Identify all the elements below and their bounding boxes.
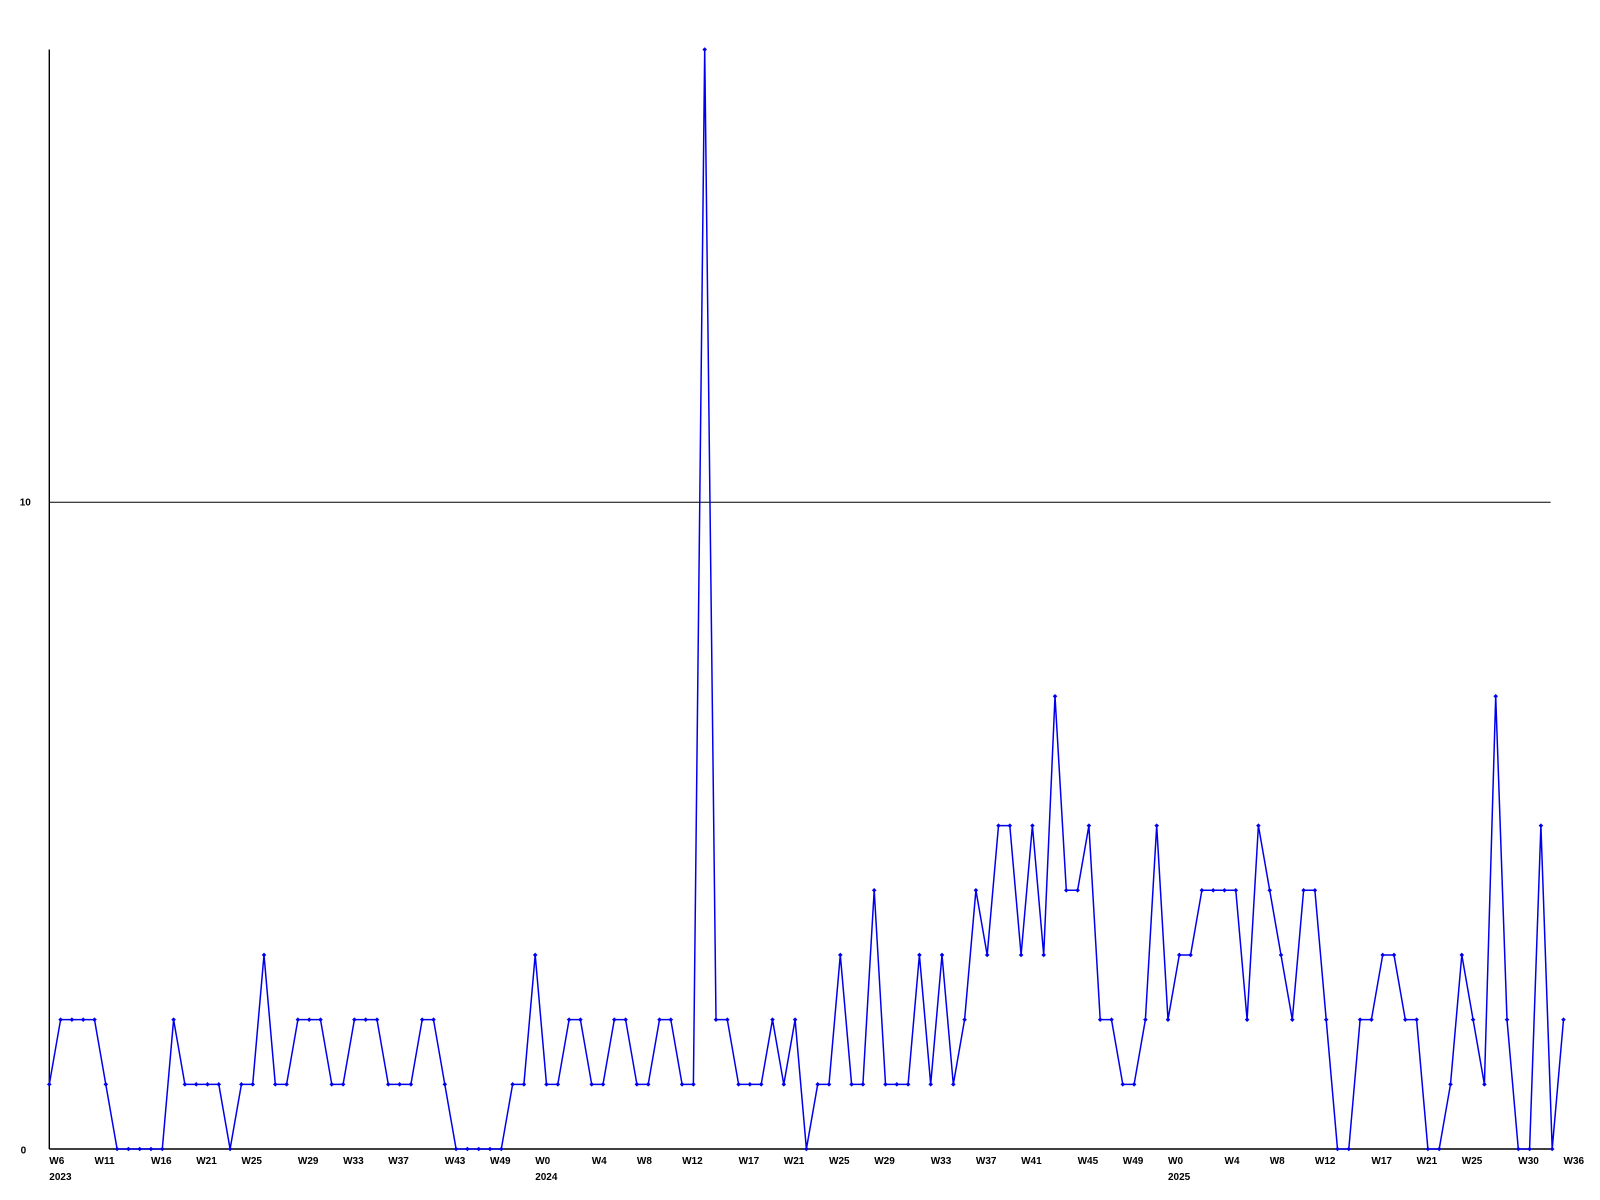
svg-text:W4: W4 <box>592 1156 607 1167</box>
svg-text:2023: 2023 <box>49 1172 72 1183</box>
svg-text:W17: W17 <box>1371 1156 1392 1167</box>
svg-text:W33: W33 <box>931 1156 952 1167</box>
svg-text:W37: W37 <box>976 1156 997 1167</box>
svg-text:10: 10 <box>20 498 32 509</box>
svg-text:W33: W33 <box>343 1156 364 1167</box>
svg-text:W30: W30 <box>1518 1156 1539 1167</box>
svg-text:W43: W43 <box>445 1156 466 1167</box>
svg-text:W49: W49 <box>1123 1156 1144 1167</box>
svg-text:W25: W25 <box>241 1156 262 1167</box>
svg-text:W25: W25 <box>1462 1156 1483 1167</box>
svg-text:W49: W49 <box>490 1156 511 1167</box>
svg-text:2024: 2024 <box>535 1172 558 1183</box>
svg-text:W12: W12 <box>682 1156 703 1167</box>
svg-text:W36: W36 <box>1564 1156 1585 1167</box>
svg-text:W17: W17 <box>739 1156 760 1167</box>
svg-text:W12: W12 <box>1315 1156 1336 1167</box>
svg-text:W4: W4 <box>1225 1156 1240 1167</box>
svg-text:W41: W41 <box>1021 1156 1042 1167</box>
svg-text:W29: W29 <box>874 1156 895 1167</box>
svg-text:W0: W0 <box>535 1156 550 1167</box>
svg-text:W16: W16 <box>151 1156 172 1167</box>
svg-text:W0: W0 <box>1168 1156 1183 1167</box>
svg-text:W8: W8 <box>1270 1156 1285 1167</box>
svg-text:W45: W45 <box>1078 1156 1099 1167</box>
svg-text:W21: W21 <box>196 1156 217 1167</box>
svg-text:W21: W21 <box>784 1156 805 1167</box>
svg-text:2025: 2025 <box>1168 1172 1191 1183</box>
svg-text:W29: W29 <box>298 1156 319 1167</box>
svg-text:W11: W11 <box>95 1156 115 1167</box>
svg-text:W6: W6 <box>49 1156 64 1167</box>
svg-text:W21: W21 <box>1417 1156 1438 1167</box>
svg-text:W8: W8 <box>637 1156 652 1167</box>
svg-text:0: 0 <box>21 1146 27 1157</box>
svg-text:W25: W25 <box>829 1156 850 1167</box>
svg-text:W37: W37 <box>388 1156 409 1167</box>
